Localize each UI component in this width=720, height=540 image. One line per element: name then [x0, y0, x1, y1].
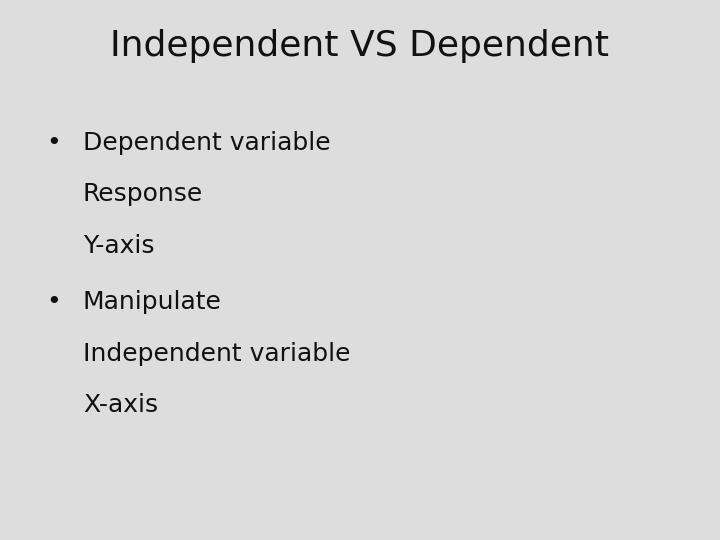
Text: Manipulate: Manipulate	[83, 291, 222, 314]
Text: •: •	[47, 131, 61, 155]
Text: Independent VS Dependent: Independent VS Dependent	[110, 29, 610, 63]
Text: Independent variable: Independent variable	[83, 342, 351, 366]
Text: •: •	[47, 291, 61, 314]
Text: Response: Response	[83, 183, 203, 206]
Text: Dependent variable: Dependent variable	[83, 131, 330, 155]
Text: X-axis: X-axis	[83, 393, 158, 417]
Text: Y-axis: Y-axis	[83, 234, 154, 258]
